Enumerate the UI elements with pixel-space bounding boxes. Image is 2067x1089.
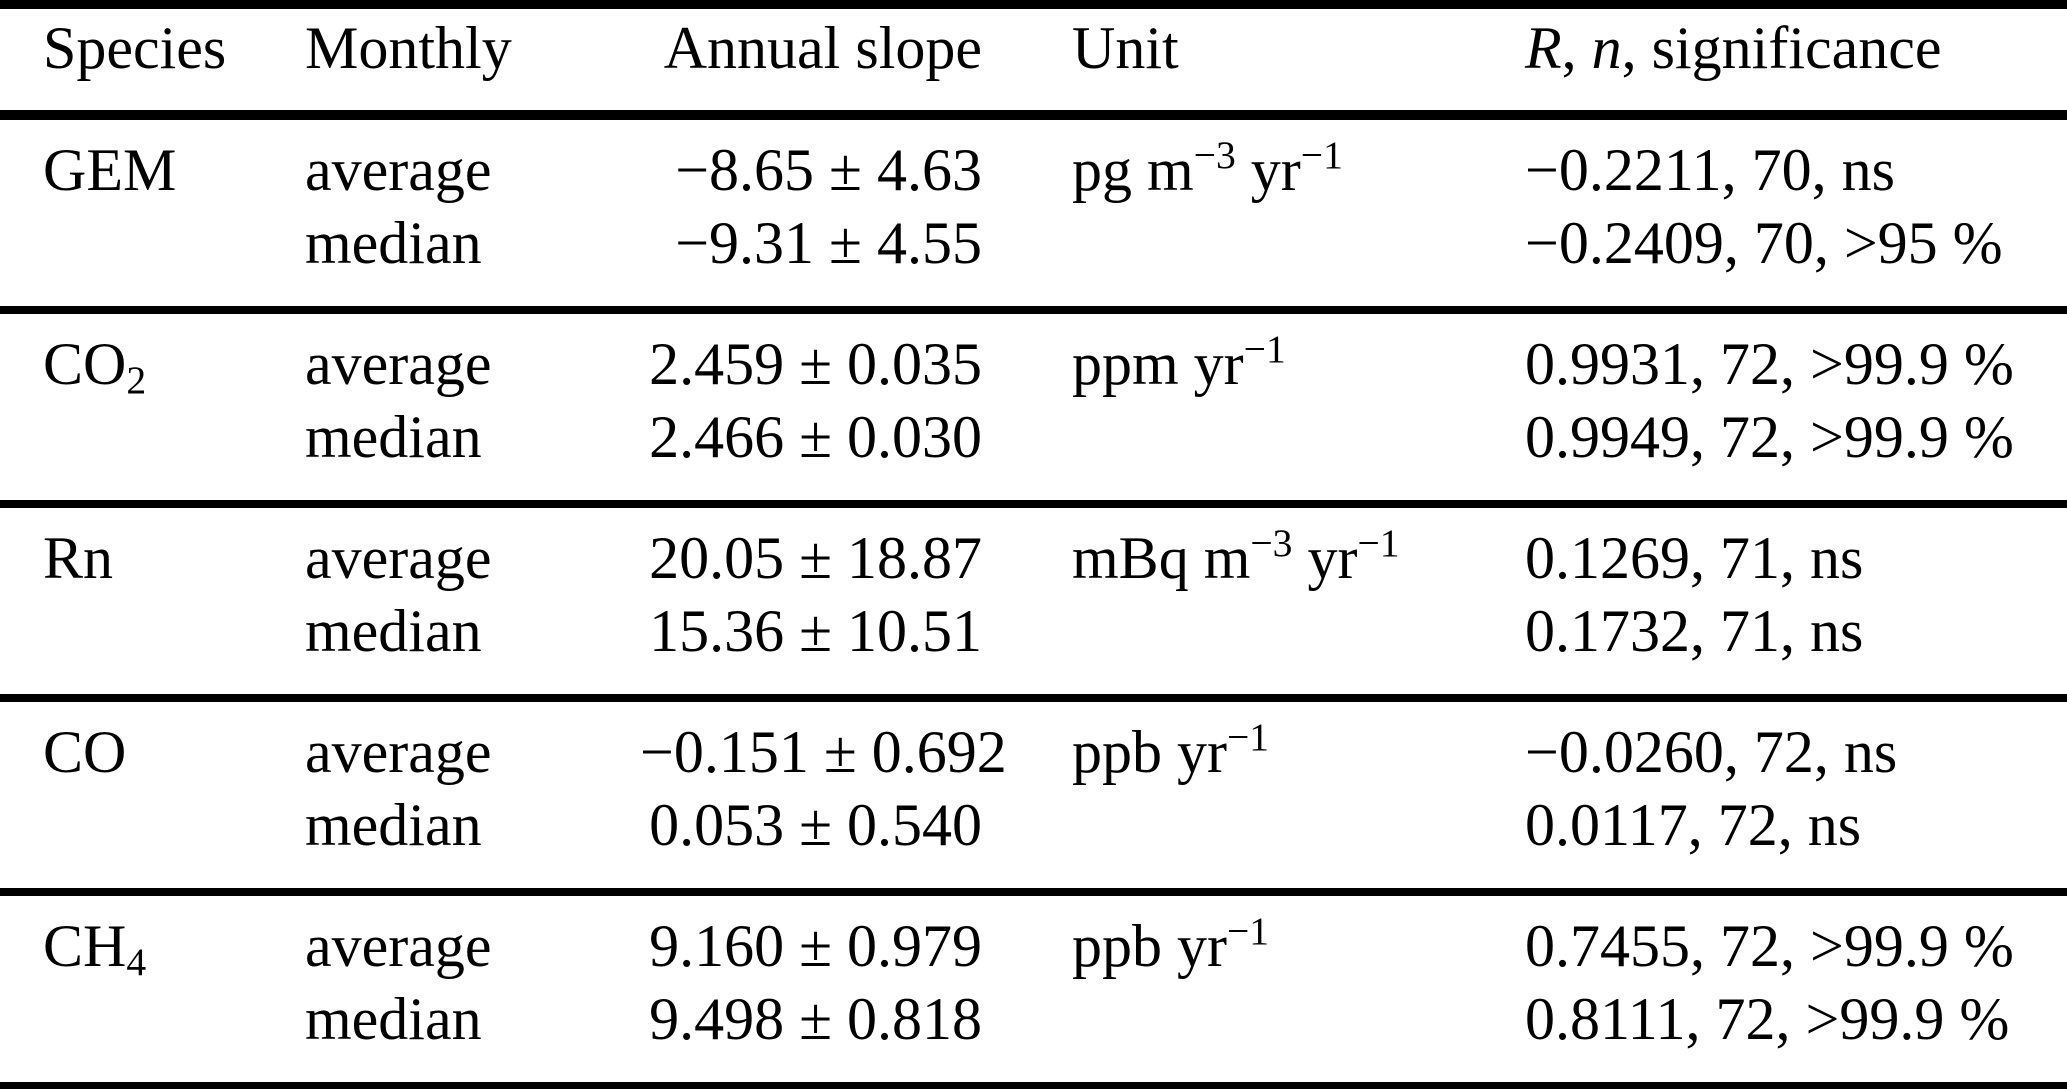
unit-value: ppm yr−1 <box>1072 327 1286 397</box>
annual-slope-value: 9.160 ± 0.979 <box>649 913 982 979</box>
unit-value: ppb yr−1 <box>1072 715 1270 785</box>
table-row: GEM average median −8.65 ± 4.63 −9.31 ± … <box>0 115 2067 310</box>
monthly-label: median <box>305 598 482 664</box>
table-row: CO2 average median 2.459 ± 0.035 2.466 ±… <box>0 310 2067 504</box>
col-header-species: Species <box>43 15 227 81</box>
table-row: CO average median −0.151 ± 0.692 0.053 ±… <box>0 698 2067 892</box>
monthly-label: average <box>305 137 492 203</box>
monthly-label: median <box>305 792 482 858</box>
monthly-label: average <box>305 331 492 397</box>
monthly-label: median <box>305 404 482 470</box>
annual-slope-value: −8.65 ± 4.63 <box>675 137 982 203</box>
species-label: GEM <box>43 137 177 203</box>
r-n-significance-value: −0.0260, 72, ns <box>1525 719 1898 785</box>
species-label: Rn <box>43 525 114 591</box>
unit-value: pg m−3 yr−1 <box>1072 133 1343 203</box>
unit-value: ppb yr−1 <box>1072 909 1270 979</box>
monthly-label: median <box>305 210 482 276</box>
r-n-significance-value: −0.2211, 70, ns <box>1525 137 1895 203</box>
r-n-significance-value: 0.1269, 71, ns <box>1525 525 1864 591</box>
r-n-significance-value: 0.7455, 72, >99.9 % <box>1525 913 2014 979</box>
annual-slope-value: −0.151 ± 0.692 <box>640 719 1007 785</box>
r-n-significance-value: 0.9949, 72, >99.9 % <box>1525 404 2014 470</box>
annual-slope-value: −9.31 ± 4.55 <box>675 210 982 276</box>
species-label: CO <box>43 719 127 785</box>
col-header-annual-slope: Annual slope <box>663 15 982 81</box>
monthly-label: average <box>305 913 492 979</box>
annual-slope-value: 2.466 ± 0.030 <box>649 404 982 470</box>
monthly-label: median <box>305 986 482 1052</box>
unit-value: mBq m−3 yr−1 <box>1072 521 1400 591</box>
annual-slope-value: 9.498 ± 0.818 <box>649 986 982 1052</box>
species-label: CO2 <box>43 331 147 402</box>
header-row: Species Monthly Annual slope Unit R, n, … <box>0 5 2067 115</box>
species-label: CH4 <box>43 913 147 984</box>
monthly-label: average <box>305 719 492 785</box>
r-n-significance-value: 0.9931, 72, >99.9 % <box>1525 331 2014 397</box>
annual-slope-value: 20.05 ± 18.87 <box>649 525 982 591</box>
col-header-monthly: Monthly <box>305 15 512 81</box>
monthly-label: average <box>305 525 492 591</box>
col-header-r-n-significance: R, n, significance <box>1525 15 1942 81</box>
r-n-significance-value: 0.8111, 72, >99.9 % <box>1525 986 2010 1052</box>
annual-slope-value: 2.459 ± 0.035 <box>649 331 982 397</box>
col-header-unit: Unit <box>1072 15 1179 81</box>
table-row: Rn average median 20.05 ± 18.87 15.36 ± … <box>0 504 2067 698</box>
r-n-significance-value: 0.1732, 71, ns <box>1525 598 1864 664</box>
annual-slope-value: 15.36 ± 10.51 <box>649 598 982 664</box>
annual-slope-value: 0.053 ± 0.540 <box>649 792 982 858</box>
r-n-significance-value: −0.2409, 70, >95 % <box>1525 210 2003 276</box>
r-n-significance-value: 0.0117, 72, ns <box>1525 792 1862 858</box>
table-row: CH4 average median 9.160 ± 0.979 9.498 ±… <box>0 892 2067 1087</box>
